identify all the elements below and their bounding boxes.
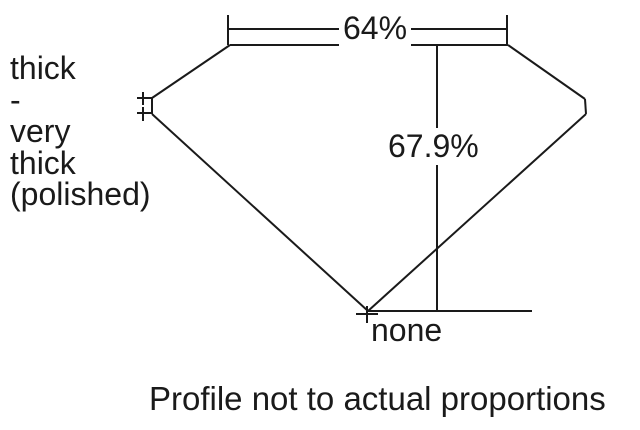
crown-facet-right [507,44,586,100]
culet-size-label: none [371,312,443,348]
table-width-percentage-label: 64% [339,10,412,47]
girdle-thickness-label-line: very [10,113,71,149]
girdle-thickness-label-line: (polished) [10,176,151,212]
girdle-thickness-label-line: thick [10,50,76,86]
diagram-caption: Profile not to actual proportions [149,380,606,417]
diamond-outline-group [137,15,587,323]
depth-percentage-label: 67.9% [384,128,483,165]
girdle-edge-right [584,98,587,115]
girdle-thickness-label: thick - very thick (polished) [10,50,151,212]
girdle-thickness-label-line: - [10,81,21,118]
pavilion-facet-left [151,113,369,312]
crown-facet-left [151,44,231,99]
pavilion-facet-right [367,113,587,312]
girdle-thickness-label-line: thick [10,144,76,181]
